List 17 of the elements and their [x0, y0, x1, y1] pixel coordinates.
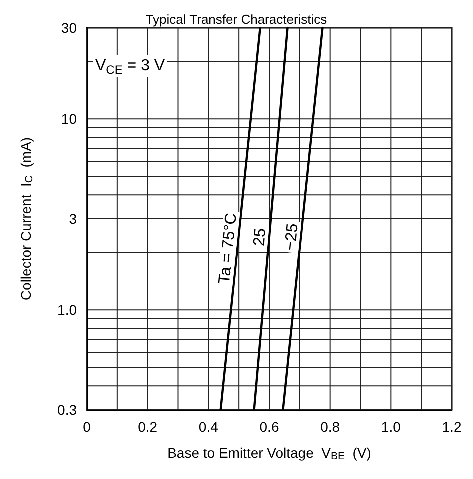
- x-tick-label: 1.0: [381, 419, 402, 435]
- x-tick-label: 0.4: [198, 419, 219, 435]
- y-axis-title: Collector Current IC (mA): [18, 137, 36, 301]
- y-tick-label: 0.3: [58, 402, 78, 418]
- text: Ta = 75°C: [216, 212, 241, 285]
- y-tick-label: 30: [61, 20, 78, 36]
- x-tick-label: 1.2: [442, 419, 462, 435]
- x-tick-label: 0.6: [260, 419, 280, 435]
- chart-title: Typical Transfer Characteristics: [146, 12, 328, 27]
- y-tick-label: 1.0: [58, 302, 78, 318]
- text: −25: [282, 222, 302, 252]
- text: 25: [251, 228, 270, 247]
- y-tick-label: 3: [69, 211, 78, 227]
- x-tick-label: 0: [83, 419, 92, 435]
- x-tick-label: 0.2: [138, 419, 158, 435]
- x-tick-label: 0.8: [320, 419, 340, 435]
- y-tick-label: 10: [61, 111, 78, 128]
